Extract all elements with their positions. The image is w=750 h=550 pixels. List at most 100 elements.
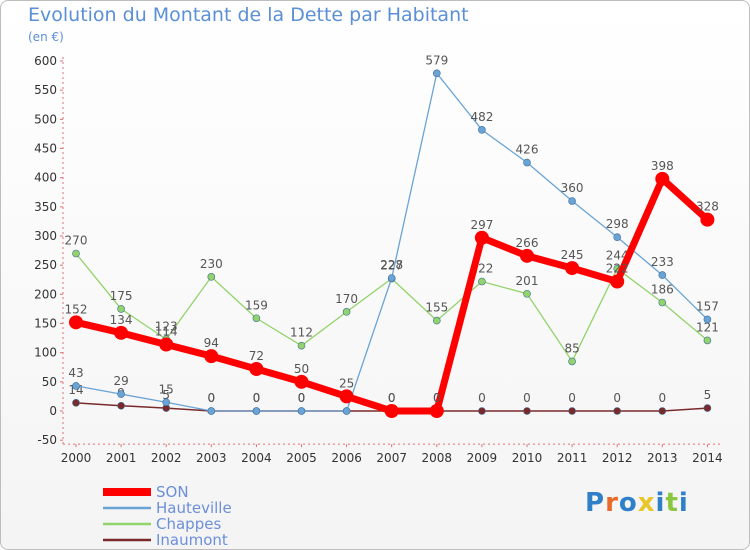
data-label-inaumont: 0 (388, 391, 396, 405)
data-label-chappes: 112 (290, 326, 313, 340)
data-point-inaumont (478, 407, 486, 415)
proxiti-logo: Proxiti (585, 488, 689, 518)
legend-label-chappes: Chappes (156, 515, 221, 533)
data-label-hauteville: 0 (298, 391, 306, 405)
data-point-chappes (252, 314, 261, 323)
data-label-son: 297 (470, 218, 493, 232)
y-tick-label: 550 (34, 83, 57, 97)
data-point-hauteville (72, 382, 80, 390)
y-tick-label: 100 (34, 346, 57, 360)
data-point-chappes (523, 289, 531, 298)
y-tick-label: 400 (34, 171, 57, 185)
data-point-chappes (207, 273, 216, 281)
data-label-hauteville: 360 (561, 181, 584, 195)
data-label-inaumont: 0 (478, 391, 486, 405)
data-point-hauteville (613, 233, 622, 241)
data-label-inaumont: 0 (523, 391, 531, 405)
data-point-son (339, 389, 354, 404)
data-label-chappes: 155 (425, 301, 448, 315)
x-tick-label: 2005 (286, 451, 317, 465)
data-label-inaumont: 0 (568, 391, 576, 405)
data-label-hauteville: 426 (516, 143, 539, 157)
y-tick-label: -50 (37, 433, 57, 447)
data-label-son: 152 (65, 302, 88, 316)
data-point-hauteville (252, 407, 261, 415)
data-point-son (610, 274, 625, 289)
data-label-chappes: 175 (110, 289, 133, 303)
y-tick-label: 0 (49, 404, 57, 418)
series-line-hauteville (75, 72, 709, 412)
data-point-hauteville (117, 390, 125, 398)
data-label-son: 94 (204, 336, 219, 350)
data-point-chappes (432, 316, 441, 325)
data-label-son: 0 (388, 391, 396, 405)
data-label-inaumont: 0 (207, 391, 215, 405)
data-label-hauteville: 0 (207, 391, 215, 405)
data-label-son: 72 (249, 349, 264, 363)
data-point-hauteville (162, 398, 170, 407)
series-line-son (72, 175, 711, 415)
data-point-son (474, 230, 489, 245)
data-label-son: 134 (110, 313, 133, 327)
data-label-hauteville: 43 (68, 366, 83, 380)
data-point-hauteville (658, 271, 667, 279)
data-label-son: 114 (155, 325, 178, 339)
x-tick-label: 2006 (331, 451, 362, 465)
legend-label-hauteville: Hauteville (156, 499, 232, 517)
data-point-chappes (703, 336, 712, 345)
data-label-son: 398 (651, 159, 674, 173)
data-label-inaumont: 0 (253, 391, 261, 405)
y-tick-label: 200 (34, 287, 57, 301)
data-label-chappes: 227 (380, 259, 403, 273)
y-tick-label: 300 (34, 229, 57, 243)
data-label-chappes: 186 (651, 283, 674, 297)
data-point-inaumont (658, 407, 667, 415)
data-label-son: 245 (561, 248, 584, 262)
data-label-hauteville: 298 (606, 217, 629, 231)
data-point-son (655, 171, 670, 186)
data-label-son: 266 (516, 236, 539, 250)
chart-unit-label: (en €) (28, 30, 64, 44)
data-label-chappes: 270 (65, 234, 88, 248)
data-point-son (249, 362, 264, 377)
data-label-hauteville: 15 (159, 382, 174, 396)
data-point-son (69, 315, 83, 330)
data-point-hauteville (478, 126, 486, 134)
x-tick-label: 2013 (647, 451, 678, 465)
y-tick-label: 350 (34, 200, 57, 214)
y-tick-label: 450 (34, 142, 57, 156)
data-point-chappes (478, 277, 486, 286)
data-point-son (294, 374, 309, 389)
y-tick-label: 600 (34, 54, 57, 68)
data-point-chappes (117, 305, 125, 313)
data-point-hauteville (432, 69, 441, 78)
legend-label-inaumont: Inaumont (156, 531, 228, 549)
data-point-son (700, 212, 715, 227)
x-tick-label: 2003 (196, 451, 227, 465)
data-label-chappes: 201 (516, 274, 539, 288)
x-tick-label: 2011 (557, 451, 588, 465)
x-tick-label: 2008 (422, 451, 453, 465)
data-label-chappes: 244 (606, 249, 629, 263)
x-tick-label: 2001 (106, 451, 137, 465)
legend-label-son: SON (156, 483, 189, 501)
data-point-chappes (658, 298, 667, 307)
data-label-chappes: 123 (155, 319, 178, 333)
data-label-inaumont: 0 (613, 391, 621, 405)
data-point-son (114, 325, 129, 340)
data-point-hauteville (297, 407, 306, 415)
data-point-inaumont (117, 401, 125, 410)
data-label-son: 222 (606, 262, 629, 276)
data-label-inaumont: 5 (704, 388, 712, 402)
data-label-inaumont: 0 (298, 391, 306, 405)
x-tick-label: 2007 (376, 451, 407, 465)
data-label-son: 0 (433, 391, 441, 405)
data-point-son (384, 404, 399, 418)
data-point-chappes (568, 357, 576, 366)
data-point-chappes (72, 249, 80, 258)
data-point-son (204, 349, 219, 364)
x-tick-label: 2014 (692, 451, 723, 465)
data-point-inaumont (703, 404, 712, 412)
data-point-chappes (297, 341, 306, 350)
